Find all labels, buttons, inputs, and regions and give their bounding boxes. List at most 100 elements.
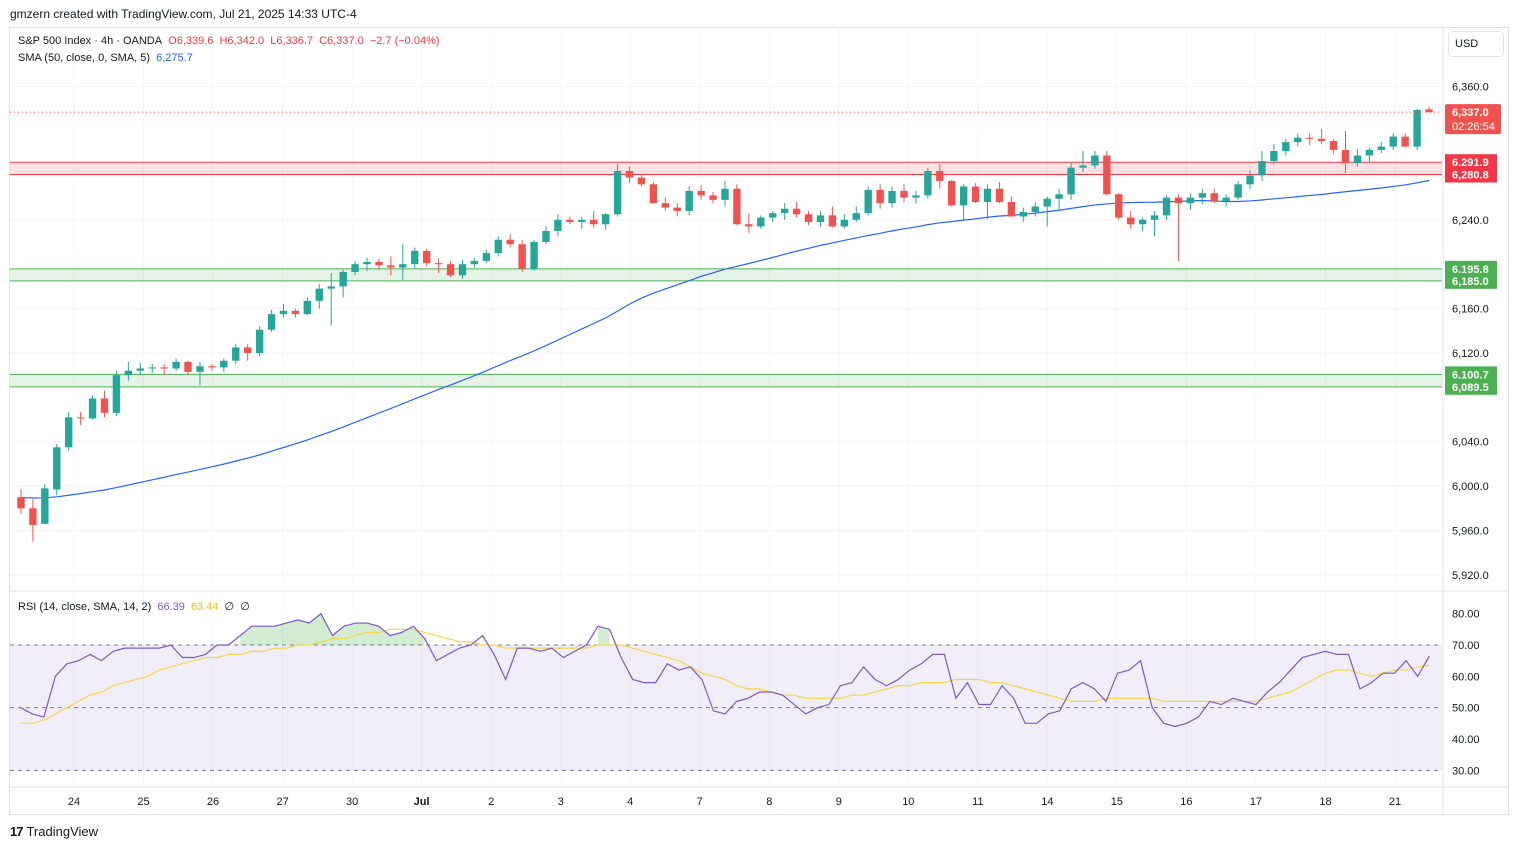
candle-body — [1174, 197, 1183, 204]
rsi-extra-1: ∅ — [224, 601, 235, 613]
candle-body — [971, 186, 980, 203]
candle-body — [100, 398, 109, 413]
time-tick-label: Jul — [414, 796, 430, 808]
candle-body — [470, 260, 479, 265]
candle-body — [494, 239, 502, 254]
zone-price-tag — [1445, 272, 1497, 289]
candle-body — [232, 347, 240, 361]
time-tick-label: 14 — [1041, 796, 1053, 808]
candle-body — [1282, 142, 1290, 152]
open-value: O6,339.6 — [168, 35, 214, 47]
candle-body — [840, 219, 849, 227]
candle-body — [184, 361, 192, 372]
sma-label[interactable]: SMA (50, close, 0, SMA, 5) — [18, 52, 151, 64]
candle-body — [912, 195, 920, 198]
candle-body — [148, 367, 156, 369]
time-tick-label: 9 — [836, 796, 842, 808]
candle-body — [458, 264, 467, 276]
candle-body — [315, 288, 323, 301]
candle-body — [518, 244, 526, 269]
time-tick-label: 7 — [697, 796, 703, 808]
candle-body — [1353, 155, 1362, 164]
price-tick-label: 5,960.0 — [1452, 526, 1489, 538]
candle-body — [172, 361, 180, 369]
candle-body — [1365, 149, 1374, 156]
candle-body — [1067, 167, 1075, 195]
zone-support — [10, 268, 1442, 281]
close-value: C6,337.0 — [319, 35, 364, 47]
candle-body — [327, 286, 335, 289]
candle-body — [613, 170, 622, 215]
candle-body — [1246, 175, 1254, 185]
price-zones — [10, 161, 1442, 388]
candle-body — [112, 375, 121, 413]
price-tick-label: 6,120.0 — [1452, 348, 1489, 360]
rsi-legend[interactable]: RSI (14, close, SMA, 14, 2) 66.39 63.44 … — [18, 600, 253, 613]
candle-body — [566, 219, 574, 223]
candle-body — [649, 184, 658, 204]
candle-body — [76, 417, 85, 419]
zone-price-label: 6,100.7 — [1452, 369, 1489, 381]
candle-body — [601, 214, 610, 225]
time-tick-label: 27 — [276, 796, 288, 808]
rsi-path — [20, 612, 1430, 728]
candle-body — [1079, 165, 1087, 168]
candle-body — [697, 190, 705, 196]
countdown-label: 02:26:54 — [1452, 121, 1495, 133]
candle-body — [88, 398, 97, 419]
candle-body — [1341, 149, 1350, 164]
candle-body — [900, 190, 908, 198]
tradingview-logo[interactable]: 17 TradingView — [10, 824, 98, 839]
candle-body — [303, 300, 312, 315]
candle-body — [828, 215, 837, 227]
rsi-tick-label: 50.00 — [1452, 703, 1480, 715]
candle-body — [804, 214, 813, 223]
candle-body — [792, 208, 801, 215]
zone-support — [10, 374, 1442, 387]
time-tick-label: 11 — [972, 796, 983, 808]
candle-body — [1329, 141, 1338, 150]
candle-body — [745, 224, 753, 227]
candle-body — [852, 213, 860, 220]
candlesticks — [17, 106, 1433, 542]
candle-body — [769, 213, 777, 218]
tradingview-logo-text: TradingView — [26, 824, 99, 839]
candle-body — [936, 170, 944, 181]
rsi-label[interactable]: RSI (14, close, SMA, 14, 2) — [18, 601, 152, 613]
candle-body — [1222, 197, 1230, 201]
candle-body — [29, 508, 37, 525]
tradingview-logo-icon: 17 — [10, 824, 24, 839]
currency-button[interactable]: USD — [1448, 31, 1504, 57]
time-tick-label: 2 — [488, 796, 494, 808]
candle-body — [661, 203, 670, 208]
candle-body — [1186, 197, 1195, 204]
candle-body — [757, 217, 765, 227]
time-tick-label: 21 — [1389, 796, 1401, 808]
zone-price-label: 6,089.5 — [1452, 382, 1489, 394]
high-value: H6,342.0 — [219, 35, 265, 47]
candle-body — [482, 253, 491, 261]
rsi-extra-2: ∅ — [240, 601, 250, 613]
change-value: −2.7 (−0.04%) — [369, 35, 440, 47]
candle-body — [530, 242, 538, 269]
candle-body — [387, 265, 395, 268]
candle-body — [542, 230, 550, 242]
time-tick-label: 16 — [1180, 796, 1192, 808]
candle-body — [363, 261, 371, 265]
candle-body — [733, 188, 741, 225]
candle-body — [876, 189, 884, 204]
sma-legend[interactable]: SMA (50, close, 0, SMA, 5) 6,275.7 — [18, 52, 196, 64]
candle-body — [1103, 155, 1111, 195]
symbol-legend[interactable]: S&P 500 Index · 4h · OANDA O6,339.6 H6,3… — [18, 35, 443, 47]
symbol-name[interactable]: S&P 500 Index · 4h · OANDA — [18, 35, 163, 47]
candle-body — [1425, 109, 1433, 113]
candle-body — [1091, 155, 1099, 166]
rsi-band-background — [10, 644, 1442, 771]
candle-body — [924, 170, 932, 196]
candle-body — [1198, 193, 1207, 198]
time-tick-label: 30 — [346, 796, 358, 808]
time-tick-label: 26 — [207, 796, 219, 808]
candle-body — [888, 190, 896, 204]
time-tick-label: 17 — [1250, 796, 1262, 808]
